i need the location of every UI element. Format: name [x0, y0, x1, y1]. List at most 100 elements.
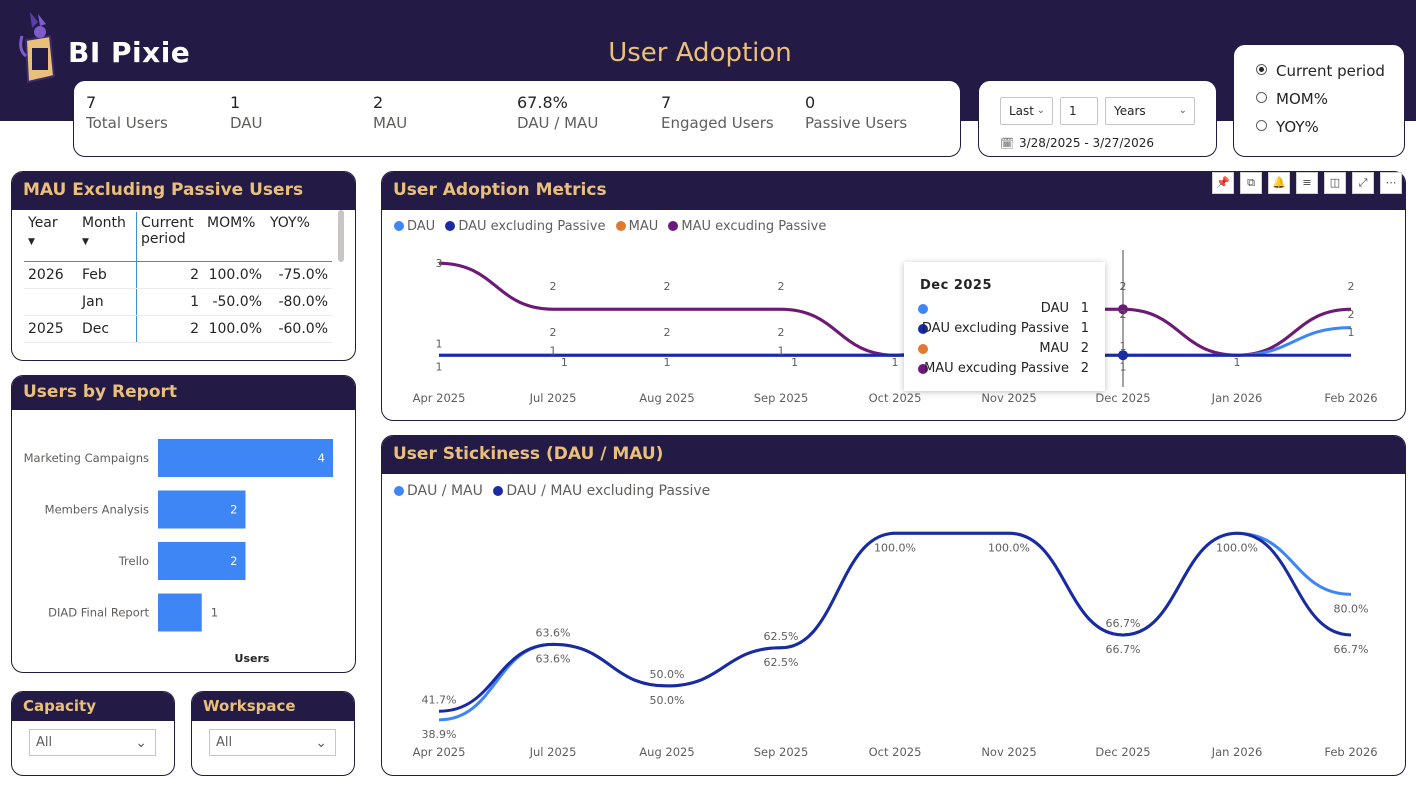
radio-selected-icon	[1256, 64, 1267, 75]
kpi-value: 2	[373, 93, 384, 112]
data-label: 66.7%	[1106, 643, 1141, 656]
users-by-report-panel: Users by Report Marketing Campaigns 4 Memb…	[11, 375, 356, 673]
legend-item[interactable]: DAU excluding Passive	[445, 219, 605, 234]
focus-mode-icon[interactable]: ⤢	[1352, 172, 1374, 194]
data-label: 1	[892, 356, 899, 369]
data-label: 2	[550, 326, 557, 339]
vertical-scrollbar[interactable]	[338, 210, 344, 262]
data-label: 2	[1348, 280, 1355, 293]
kpi-mau: 2 MAU	[373, 93, 407, 132]
kpi-label: Passive Users	[805, 114, 908, 132]
kpi-value: 7	[86, 93, 97, 112]
radio-yoy[interactable]: YOY%	[1256, 118, 1319, 136]
series-line	[438, 261, 1352, 357]
date-filter-card: Last ⌄ 1 Years ⌄ 🗓 3/28/2025 - 3/27/2026	[978, 80, 1217, 157]
radio-mom[interactable]: MOM%	[1256, 90, 1328, 108]
data-label: 41.7%	[422, 693, 457, 706]
data-label: 2	[1120, 308, 1127, 321]
visual-format-icon[interactable]: ◫	[1324, 172, 1346, 194]
cell-year	[24, 288, 78, 316]
slicer-title: Capacity	[12, 692, 174, 721]
cell-current-period: 1	[136, 288, 203, 316]
period-selector-card: Current period MOM% YOY%	[1233, 44, 1405, 157]
bar-category-label: Marketing Campaigns	[24, 451, 149, 465]
x-tick-label: Jan 2026	[1211, 391, 1263, 405]
kpi-label: MAU	[373, 114, 408, 132]
copy-icon[interactable]: ⧉	[1240, 172, 1262, 194]
data-label: 1	[561, 356, 568, 369]
legend-item[interactable]: MAU	[615, 219, 659, 234]
data-label: 62.5%	[764, 656, 799, 669]
more-options-icon[interactable]: ⋯	[1380, 172, 1402, 194]
column-header-month[interactable]: Month ▼	[78, 212, 137, 262]
cell-mom: -50.0%	[203, 288, 266, 316]
data-label: 100.0%	[988, 541, 1030, 554]
period-unit-select[interactable]: Years ⌄	[1105, 97, 1195, 125]
sort-arrow-icon: ▼	[28, 237, 35, 247]
x-tick-label: Sep 2025	[754, 391, 809, 405]
kpi-engaged-users: 7 Engaged Users	[661, 93, 774, 132]
column-header-yoy[interactable]: YOY%	[266, 212, 332, 262]
legend-item[interactable]: DAU / MAU excluding Passive	[493, 483, 710, 499]
chevron-down-icon: ⌄	[135, 735, 147, 751]
data-label: 1	[436, 338, 443, 351]
table-row[interactable]: 2025 Dec 2 100.0% -60.0%	[24, 315, 332, 343]
x-tick-label: Jul 2025	[529, 745, 577, 759]
period-amount-input[interactable]: 1	[1060, 97, 1098, 125]
filter-icon[interactable]: ≡	[1296, 172, 1318, 194]
data-label: 1	[1348, 326, 1355, 339]
column-header-mom[interactable]: MOM%	[203, 212, 266, 262]
column-header-year[interactable]: Year ▼	[24, 212, 78, 262]
cell-yoy: -80.0%	[266, 288, 332, 316]
legend-item[interactable]: MAU excuding Passive	[668, 219, 826, 234]
bar-value-label: 1	[211, 606, 218, 620]
bi-pixie-logo	[19, 12, 56, 84]
header-label: Current period	[141, 215, 194, 247]
workspace-dropdown[interactable]: All ⌄	[209, 729, 336, 756]
kpi-card: 7 Total Users 1 DAU 2 MAU 67.8% DAU / MA…	[73, 80, 961, 157]
bar	[158, 439, 333, 477]
pin-icon[interactable]: 📌	[1212, 172, 1234, 194]
chevron-down-icon: ⌄	[1178, 105, 1187, 116]
legend-label: MAU	[628, 219, 659, 234]
date-range[interactable]: 🗓 3/28/2025 - 3/27/2026	[1000, 136, 1154, 150]
date-range-text: 3/28/2025 - 3/27/2026	[1018, 136, 1154, 150]
period-unit-value: Years	[1114, 104, 1146, 118]
dropdown-value: All	[216, 735, 233, 750]
cell-year: 2026	[24, 261, 78, 289]
bell-icon[interactable]: 🔔	[1268, 172, 1290, 194]
legend-label: DAU excluding Passive	[458, 219, 606, 234]
kpi-label: DAU / MAU	[517, 114, 599, 132]
data-label: 2	[664, 280, 671, 293]
data-label: 1	[1120, 361, 1127, 374]
data-label: 100.0%	[874, 541, 916, 554]
data-label: 50.0%	[650, 668, 685, 681]
data-label: 100.0%	[1216, 541, 1258, 554]
x-tick-label: Dec 2025	[1095, 745, 1150, 759]
kpi-label: Engaged Users	[661, 114, 774, 132]
x-tick-label: Nov 2025	[981, 745, 1036, 759]
kpi-total-users: 7 Total Users	[86, 93, 168, 132]
data-label: 80.0%	[1334, 602, 1369, 615]
legend-dot-icon	[445, 221, 456, 231]
cell-mom: 100.0%	[203, 261, 266, 289]
series-dot-icon	[918, 344, 928, 354]
radio-current-period[interactable]: Current period	[1256, 62, 1385, 80]
radio-unselected-icon	[1256, 92, 1267, 103]
bar-value-label: 2	[230, 554, 237, 568]
table-row[interactable]: 2026 Feb 2 100.0% -75.0%	[24, 261, 332, 289]
table-row[interactable]: Jan 1 -50.0% -80.0%	[24, 288, 332, 316]
kpi-passive-users: 0 Passive Users	[805, 93, 907, 132]
x-tick-label: Feb 2026	[1324, 745, 1377, 759]
capacity-dropdown[interactable]: All ⌄	[29, 729, 156, 756]
kpi-dau-mau: 67.8% DAU / MAU	[517, 93, 598, 132]
x-tick-label: Sep 2025	[754, 745, 809, 759]
legend-item[interactable]: DAU	[394, 219, 435, 234]
bar-value-label: 4	[318, 451, 325, 465]
data-label: 2	[1120, 280, 1127, 293]
relative-period-select[interactable]: Last ⌄	[1000, 97, 1053, 125]
legend-item[interactable]: DAU / MAU	[394, 483, 483, 499]
kpi-value: 7	[661, 93, 672, 112]
column-header-current-period[interactable]: Current period	[136, 212, 203, 262]
x-tick-label: Dec 2025	[1095, 391, 1150, 405]
